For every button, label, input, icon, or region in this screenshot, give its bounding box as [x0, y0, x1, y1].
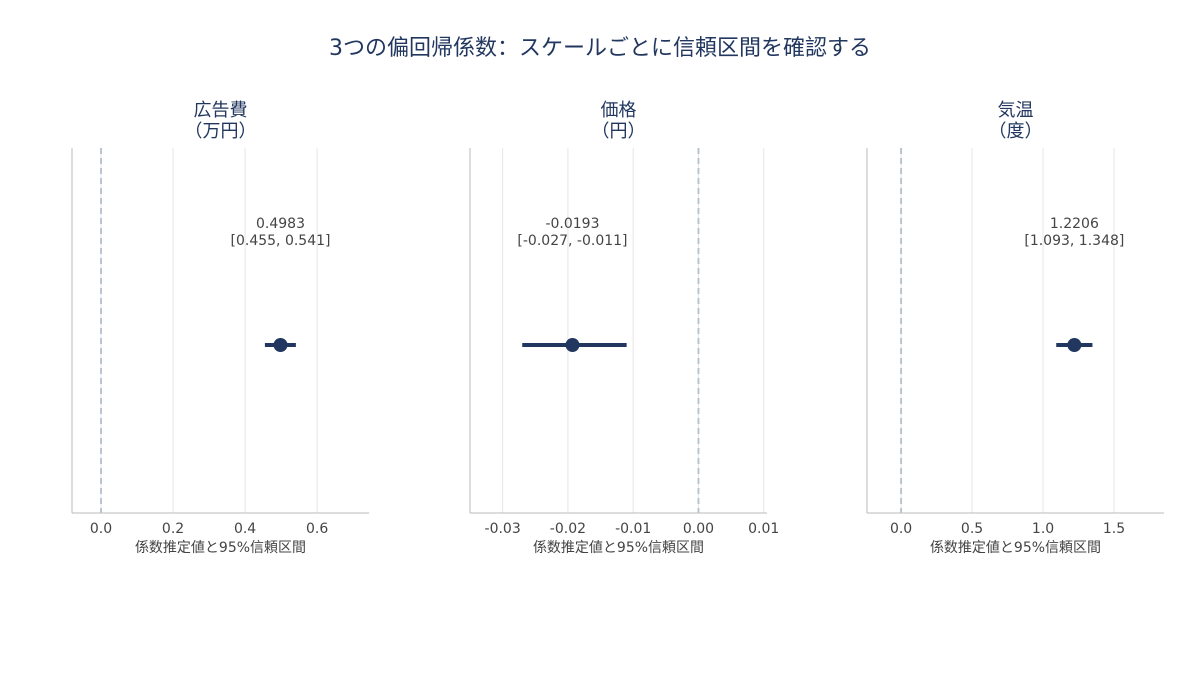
x-tick-label: 0.4: [234, 521, 256, 537]
x-tick-label: 0.01: [748, 521, 779, 537]
x-tick-label: 0.6: [306, 521, 328, 537]
x-tick-label: 0.5: [961, 521, 983, 537]
subplot-title: （万円）: [185, 121, 257, 142]
x-tick-label: 0.0: [890, 521, 912, 537]
x-tick-label: 0.2: [162, 521, 184, 537]
x-axis-label: 係数推定値と95%信頼区間: [533, 540, 704, 556]
subplot-title: 気温: [998, 100, 1034, 121]
x-tick-label: -0.03: [485, 521, 521, 537]
estimate-label: -0.0193: [545, 216, 599, 232]
x-tick-label: -0.01: [615, 521, 651, 537]
estimate-point: [1067, 338, 1082, 352]
estimate-point: [565, 338, 580, 352]
x-tick-label: 0.0: [90, 521, 112, 537]
estimate-point: [273, 338, 288, 352]
estimate-label: 1.2206: [1050, 216, 1099, 232]
x-axis-label: 係数推定値と95%信頼区間: [930, 540, 1101, 556]
subplot-title: 広告費: [194, 100, 248, 121]
interval-label: [1.093, 1.348]: [1024, 233, 1124, 249]
estimate-label: 0.4983: [256, 216, 305, 232]
subplot-title: （度）: [989, 121, 1043, 142]
interval-label: [-0.027, -0.011]: [517, 233, 627, 249]
subplot-title: （円）: [592, 121, 646, 142]
x-tick-label: 0.00: [683, 521, 714, 537]
interval-label: [0.455, 0.541]: [231, 233, 331, 249]
x-tick-label: 1.0: [1032, 521, 1054, 537]
x-tick-label: 1.5: [1103, 521, 1125, 537]
x-axis-label: 係数推定値と95%信頼区間: [135, 540, 306, 556]
chart-title: 3つの偏回帰係数：スケールごとに信頼区間を確認する: [329, 36, 871, 61]
x-tick-label: -0.02: [550, 521, 586, 537]
subplot-title: 価格: [601, 100, 637, 121]
